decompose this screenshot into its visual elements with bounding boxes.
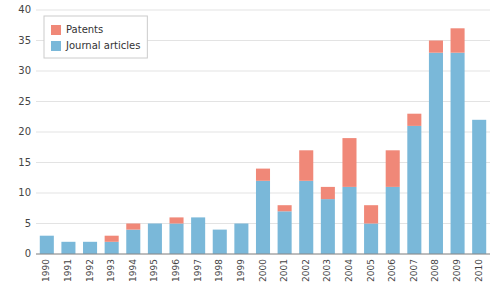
x-tick-label: 1993 bbox=[106, 259, 116, 282]
bar bbox=[83, 242, 97, 254]
bar bbox=[105, 236, 119, 242]
x-axis-line bbox=[36, 254, 490, 255]
x-tick-label: 1996 bbox=[171, 259, 181, 282]
bar bbox=[278, 211, 292, 254]
bar bbox=[429, 41, 443, 53]
bar bbox=[472, 119, 486, 120]
y-tick-label: 15 bbox=[18, 157, 31, 168]
bar bbox=[299, 150, 313, 181]
bar bbox=[169, 224, 183, 255]
y-tick-label: 30 bbox=[18, 65, 31, 76]
y-tick-label: 20 bbox=[18, 126, 31, 137]
bar bbox=[191, 217, 205, 254]
bar bbox=[364, 224, 378, 255]
grid-line bbox=[36, 10, 490, 11]
x-tick-label: 1991 bbox=[63, 259, 73, 282]
x-tick-label: 2005 bbox=[366, 259, 376, 282]
grid-line bbox=[36, 254, 490, 255]
bar bbox=[61, 242, 75, 254]
x-tick-label: 1994 bbox=[128, 259, 138, 282]
bar bbox=[40, 235, 54, 236]
x-tick-label: 1997 bbox=[193, 259, 203, 282]
bar bbox=[451, 53, 465, 254]
bar bbox=[83, 241, 97, 242]
bar bbox=[40, 236, 54, 254]
x-tick-label: 2007 bbox=[409, 259, 419, 282]
grid-line bbox=[36, 71, 490, 72]
x-tick-label: 2002 bbox=[301, 259, 311, 282]
x-tick-label: 1992 bbox=[85, 259, 95, 282]
bar bbox=[472, 120, 486, 254]
bar bbox=[126, 224, 140, 230]
legend: Patents Journal articles bbox=[44, 16, 147, 58]
x-tick-label: 2000 bbox=[258, 259, 268, 282]
legend-box bbox=[44, 16, 147, 58]
bar bbox=[191, 217, 205, 218]
x-tick-label: 2008 bbox=[430, 259, 440, 282]
bar bbox=[61, 241, 75, 242]
x-tick-label: 1999 bbox=[236, 259, 246, 282]
bar bbox=[429, 53, 443, 254]
x-tick-label: 1998 bbox=[214, 259, 224, 282]
bar bbox=[386, 150, 400, 187]
bar bbox=[148, 223, 162, 224]
x-tick-label: 1995 bbox=[149, 259, 159, 282]
x-tick-label: 2004 bbox=[344, 259, 354, 282]
x-tick-label: 2006 bbox=[387, 259, 397, 282]
y-tick-label: 40 bbox=[18, 4, 31, 15]
bar bbox=[364, 205, 378, 223]
bar bbox=[342, 138, 356, 187]
bar bbox=[321, 187, 335, 199]
y-tick-label: 5 bbox=[25, 218, 31, 229]
bar bbox=[407, 126, 421, 254]
bar bbox=[321, 199, 335, 254]
bar bbox=[407, 114, 421, 126]
grid-line bbox=[36, 132, 490, 133]
bar bbox=[105, 242, 119, 254]
bar bbox=[342, 187, 356, 254]
chart: 0 5 10 15 20 25 30 35 40 1990 1991 1992 1993 1994 1995… bbox=[0, 0, 500, 296]
x-tick-label: 2010 bbox=[474, 259, 484, 282]
bar bbox=[126, 230, 140, 254]
bar bbox=[256, 169, 270, 181]
x-axis: 1990 1991 1992 1993 1994 1995 1996 1997 1998 1999… bbox=[41, 259, 483, 282]
bars bbox=[40, 28, 486, 254]
legend-label: Patents bbox=[66, 24, 103, 35]
y-tick-label: 0 bbox=[25, 248, 31, 259]
bar bbox=[213, 230, 227, 254]
bar bbox=[148, 224, 162, 255]
x-tick-label: 2009 bbox=[452, 259, 462, 282]
bar bbox=[234, 223, 248, 224]
bar bbox=[386, 187, 400, 254]
bar bbox=[213, 229, 227, 230]
y-tick-label: 10 bbox=[18, 187, 31, 198]
x-tick-label: 2003 bbox=[322, 259, 332, 282]
y-tick-label: 35 bbox=[18, 35, 31, 46]
grid-line bbox=[36, 101, 490, 102]
y-axis: 0 5 10 15 20 25 30 35 40 bbox=[18, 4, 490, 259]
bar bbox=[278, 205, 292, 211]
bar bbox=[234, 224, 248, 255]
bar bbox=[299, 181, 313, 254]
grid-line bbox=[36, 162, 490, 163]
x-tick-label: 1990 bbox=[41, 259, 51, 282]
legend-label: Journal articles bbox=[65, 40, 140, 51]
legend-swatch bbox=[51, 41, 61, 51]
x-tick-label: 2001 bbox=[279, 259, 289, 282]
bar bbox=[451, 28, 465, 52]
legend-swatch bbox=[51, 25, 61, 35]
y-tick-label: 25 bbox=[18, 96, 31, 107]
bar bbox=[256, 181, 270, 254]
bar bbox=[169, 217, 183, 223]
